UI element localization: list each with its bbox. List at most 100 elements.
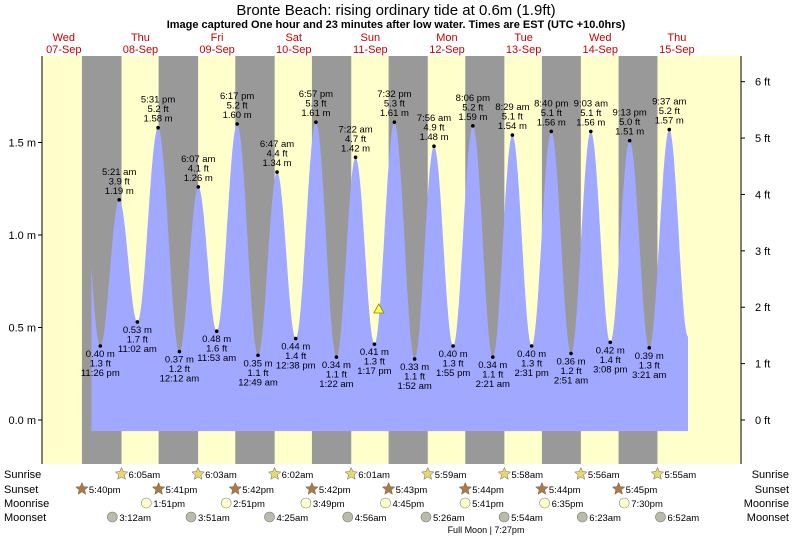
day-date-label: 11-Sep [353,44,388,56]
high-tide-label: 5.3 ft [305,99,326,110]
low-tide-dot [293,336,298,341]
low-tide-label: 0.33 m [400,362,429,373]
sunrise-row-label-left: Sunrise [4,469,41,481]
moonrise-icon [459,497,471,509]
sunset-icon [228,481,243,495]
moonrise-icon [539,497,550,509]
sunset-icon [381,481,396,495]
moonset-time: 3:12am [119,513,151,524]
low-tide-label: 2:21 am [476,379,510,390]
day-name-label: Wed [53,32,75,44]
day-name-label: Fri [211,32,224,44]
low-tide-dot [372,342,377,346]
sunset-icon [151,481,166,495]
high-tide-label: 5.1 ft [580,108,601,119]
moonset-icon [342,511,354,523]
moonset-time: 6:23am [589,513,621,524]
sunset-time: 5:42pm [319,485,351,496]
low-tide-label: 1.3 ft [521,359,542,370]
high-tide-label: 5.1 ft [502,112,523,123]
right-tick-label: 3 ft [755,246,770,258]
moonset-icon [576,511,588,523]
high-tide-label: 1.56 m [576,117,605,128]
sunrise-icon [191,466,205,480]
sunrise-icon [420,466,435,480]
high-tide-label: 5.2 ft [227,101,248,112]
low-tide-label: 11:02 am [118,344,157,355]
high-tide-label: 8:06 pm [456,93,490,104]
low-tide-dot [177,349,182,354]
sunrise-time: 5:59am [435,470,467,481]
low-tide-label: 0.40 m [86,349,115,360]
sunset-row-label-left: Sunset [4,484,38,496]
moonset-row-label-right: Moonset [747,512,789,524]
chart-title: Bronte Beach: rising ordinary tide at 0.… [236,2,555,19]
high-tide-label: 5.2 ft [462,102,483,113]
high-tide-dot [392,120,397,124]
right-tick-label: 2 ft [755,302,770,314]
sunrise-time: 5:55am [664,470,696,481]
moonrise-icon [300,497,312,509]
high-tide-label: 8:29 am [495,102,529,113]
day-date-label: 15-Sep [659,44,694,56]
low-tide-label: 0.37 m [165,355,194,366]
high-tide-label: 1.57 m [655,116,684,127]
high-tide-label: 1.58 m [144,114,173,125]
low-tide-dot [135,320,140,324]
sunset-row-label-right: Sunset [755,484,789,496]
high-tide-label: 1.34 m [263,158,292,169]
low-tide-label: 0.40 m [439,349,468,360]
sunset-icon [458,481,473,495]
low-tide-label: 0.34 m [322,360,351,371]
high-tide-label: 4.1 ft [188,163,209,174]
moonset-icon [498,511,510,523]
low-tide-label: 2:51 am [554,375,588,386]
day-labels: Wed07-SepThu08-SepFri09-SepSat10-SepSun1… [46,32,695,56]
high-tide-dot [235,122,239,126]
low-tide-label: 1.1 ft [247,368,268,379]
chart-subtitle: Image captured One hour and 23 minutes a… [167,19,626,31]
high-tide-dot [117,198,122,202]
sunrise-row-label-right: Sunrise [752,469,789,481]
high-tide-label: 5:31 pm [141,95,175,106]
high-tide-label: 4.4 ft [266,149,287,160]
low-tide-label: 12:49 am [238,377,278,388]
moonrise-time: 5:41pm [472,499,504,510]
low-tide-label: 1.3 ft [364,357,385,368]
day-name-label: Thu [131,32,150,44]
low-tide-label: 1:22 am [319,379,353,390]
moonset-icon [420,511,432,523]
high-tide-dot [196,185,201,189]
sunset-time: 5:44pm [549,485,581,496]
moonset-icon [655,511,666,523]
high-tide-dot [314,120,318,124]
low-tide-label: 3:21 am [632,370,666,381]
high-tide-dot [275,170,279,174]
low-tide-label: 1.4 ft [285,351,306,362]
tide-area [91,122,688,432]
high-tide-label: 5.2 ft [659,106,680,117]
sunrise-icon [267,466,282,480]
moonset-time: 6:52am [667,513,699,524]
high-tide-label: 8:40 pm [534,98,568,109]
low-tide-dot [412,357,417,361]
moonset-time: 5:54am [511,513,543,524]
low-tide-label: 1.7 ft [127,334,148,345]
sunrise-time: 6:05am [129,470,161,481]
day-name-label: Sun [361,32,381,44]
sunrise-icon [114,466,129,480]
right-tick-label: 6 ft [755,77,770,89]
low-tide-dot [451,344,455,348]
sunrise-time: 5:58am [511,470,543,481]
high-tide-label: 6:17 pm [220,91,254,102]
low-tide-dot [569,351,573,356]
axes: 0.0 m 0.5 m 1.0 m 1.5 m 0 ft 1 ft 2 ft 3 ft 4 ft… [8,56,770,464]
moonrise-icon [618,497,630,509]
left-tick-label: 0.0 m [8,415,36,427]
high-tide-label: 1.59 m [458,112,487,123]
high-tide-label: 5.3 ft [384,99,405,110]
right-tick-label: 5 ft [755,133,770,145]
sunset-icon [535,481,549,495]
low-tide-dot [529,344,534,348]
